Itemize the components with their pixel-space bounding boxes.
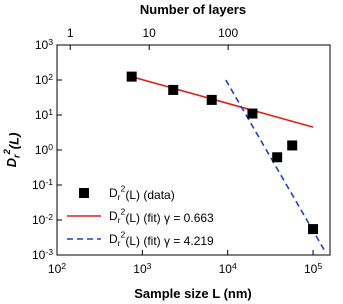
x2-tick-label: 1 [67,26,74,40]
x-tick-label: 104 [219,261,237,276]
data-point [126,71,137,82]
x2-tick-label: 100 [218,26,238,40]
legend-label: Dr2(L) (fit) γ = 0.663 [109,207,214,226]
x-tick-label: 103 [133,261,151,276]
y-tick-label: 102 [35,72,53,87]
y-tick-label: 100 [35,142,53,157]
y-tick-label: 103 [35,37,53,52]
x-tick-label: 105 [304,261,322,276]
legend-label: Dr2(L) (data) [109,184,175,203]
fit-line [128,75,314,128]
fit-line [225,79,327,253]
x-axis-title: Sample size L (nm) [134,286,252,301]
y-tick-label: 10-1 [32,177,53,192]
y-tick-label: 10-2 [32,212,53,227]
data-point [206,94,217,105]
data-point [247,108,258,119]
data-point [308,224,319,235]
y-tick-label: 10-3 [32,247,53,262]
legend-label: Dr2(L) (fit) γ = 4.219 [109,230,214,249]
x-tick-label: 102 [48,261,66,276]
y-axis-title: Dr2(L) [2,133,21,168]
data-point [272,152,283,163]
data-point [287,140,298,151]
x2-axis-title: Number of layers [140,2,246,17]
y-tick-label: 101 [35,107,53,122]
x2-tick-label: 10 [143,26,157,40]
legend-marker [79,188,89,198]
data-point [168,84,179,95]
